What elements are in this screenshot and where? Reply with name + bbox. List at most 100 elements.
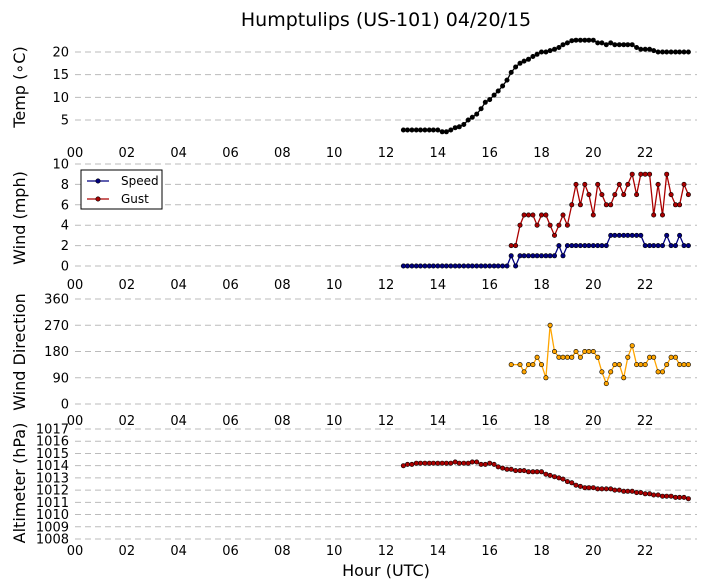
- x-tick-label: 20: [585, 146, 602, 161]
- x-tick-label: 08: [274, 146, 291, 161]
- data-point: [495, 88, 501, 94]
- data-point: [452, 125, 458, 131]
- data-point: [664, 171, 670, 177]
- x-tick-label: 06: [222, 278, 239, 293]
- data-point: [655, 492, 661, 498]
- data-point: [573, 243, 579, 249]
- data-point: [430, 127, 436, 133]
- data-point: [638, 171, 644, 177]
- data-point: [621, 488, 627, 494]
- y-tick-label: 1009: [36, 520, 69, 535]
- data-point: [595, 181, 601, 187]
- data-point: [616, 181, 622, 187]
- x-tick-label: 06: [222, 414, 239, 429]
- x-tick-label: 00: [67, 278, 84, 293]
- data-point: [659, 369, 665, 375]
- data-point: [417, 460, 423, 466]
- data-point: [482, 461, 488, 467]
- data-point: [612, 192, 618, 198]
- data-point: [513, 243, 519, 249]
- chart-title: Humptulips (US-101) 04/20/15: [241, 9, 531, 31]
- data-point: [655, 49, 661, 55]
- data-point: [577, 37, 583, 43]
- data-point: [560, 253, 566, 259]
- data-point: [599, 243, 605, 249]
- x-tick-label: 18: [533, 278, 550, 293]
- data-point: [603, 42, 609, 48]
- x-tick-label: 04: [170, 414, 187, 429]
- x-tick-label: 20: [585, 278, 602, 293]
- data-point: [400, 263, 406, 269]
- data-point: [681, 243, 687, 249]
- data-point: [672, 243, 678, 249]
- x-tick-label: 16: [481, 146, 498, 161]
- data-point: [668, 192, 674, 198]
- x-tick-label: 06: [222, 544, 239, 559]
- data-point: [612, 42, 618, 48]
- data-point: [517, 362, 523, 368]
- data-point: [603, 381, 609, 387]
- data-point: [430, 263, 436, 269]
- data-point: [500, 263, 506, 269]
- data-point: [525, 362, 531, 368]
- data-point: [551, 253, 557, 259]
- data-point: [500, 83, 506, 89]
- data-point: [685, 362, 691, 368]
- data-point: [642, 46, 648, 52]
- legend-label: Gust: [121, 192, 149, 206]
- y-tick-label: 1017: [36, 423, 69, 438]
- data-point: [495, 464, 501, 470]
- data-point: [551, 46, 557, 52]
- x-tick-label: 12: [378, 278, 395, 293]
- data-point: [608, 232, 614, 238]
- data-point: [478, 263, 484, 269]
- data-point: [638, 490, 644, 496]
- data-point: [573, 181, 579, 187]
- data-point: [608, 202, 614, 208]
- data-point: [504, 263, 510, 269]
- data-point: [426, 460, 432, 466]
- x-tick-label: 06: [222, 146, 239, 161]
- data-point: [560, 354, 566, 360]
- y-tick-label: 1010: [36, 508, 69, 523]
- data-point: [569, 202, 575, 208]
- data-point: [409, 127, 415, 133]
- data-point: [586, 192, 592, 198]
- data-point: [517, 222, 523, 228]
- data-point: [629, 171, 635, 177]
- data-point: [621, 375, 627, 381]
- x-tick-label: 20: [585, 414, 602, 429]
- x-axis-label: Hour (UTC): [342, 561, 430, 580]
- data-point: [417, 263, 423, 269]
- data-point: [569, 480, 575, 486]
- y-tick-label: 1008: [36, 533, 69, 548]
- data-point: [422, 127, 428, 133]
- data-point: [569, 354, 575, 360]
- x-tick-label: 16: [481, 544, 498, 559]
- x-tick-label: 14: [430, 414, 447, 429]
- data-point: [534, 51, 540, 57]
- data-point: [685, 243, 691, 249]
- data-point: [564, 40, 570, 46]
- data-point: [603, 202, 609, 208]
- y-axis-label: Wind (mph): [10, 171, 29, 265]
- data-point: [426, 127, 432, 133]
- data-point: [616, 42, 622, 48]
- data-point: [495, 263, 501, 269]
- x-tick-label: 10: [326, 544, 343, 559]
- data-point: [672, 202, 678, 208]
- data-point: [681, 362, 687, 368]
- data-point: [634, 232, 640, 238]
- data-point: [582, 485, 588, 491]
- data-point: [625, 232, 631, 238]
- data-point: [417, 127, 423, 133]
- data-point: [551, 348, 557, 354]
- data-point: [525, 212, 531, 218]
- data-point: [586, 348, 592, 354]
- data-point: [608, 486, 614, 492]
- data-point: [478, 106, 484, 112]
- data-point: [439, 460, 445, 466]
- data-point: [577, 483, 583, 489]
- data-point: [456, 124, 462, 130]
- legend-marker: [95, 178, 101, 184]
